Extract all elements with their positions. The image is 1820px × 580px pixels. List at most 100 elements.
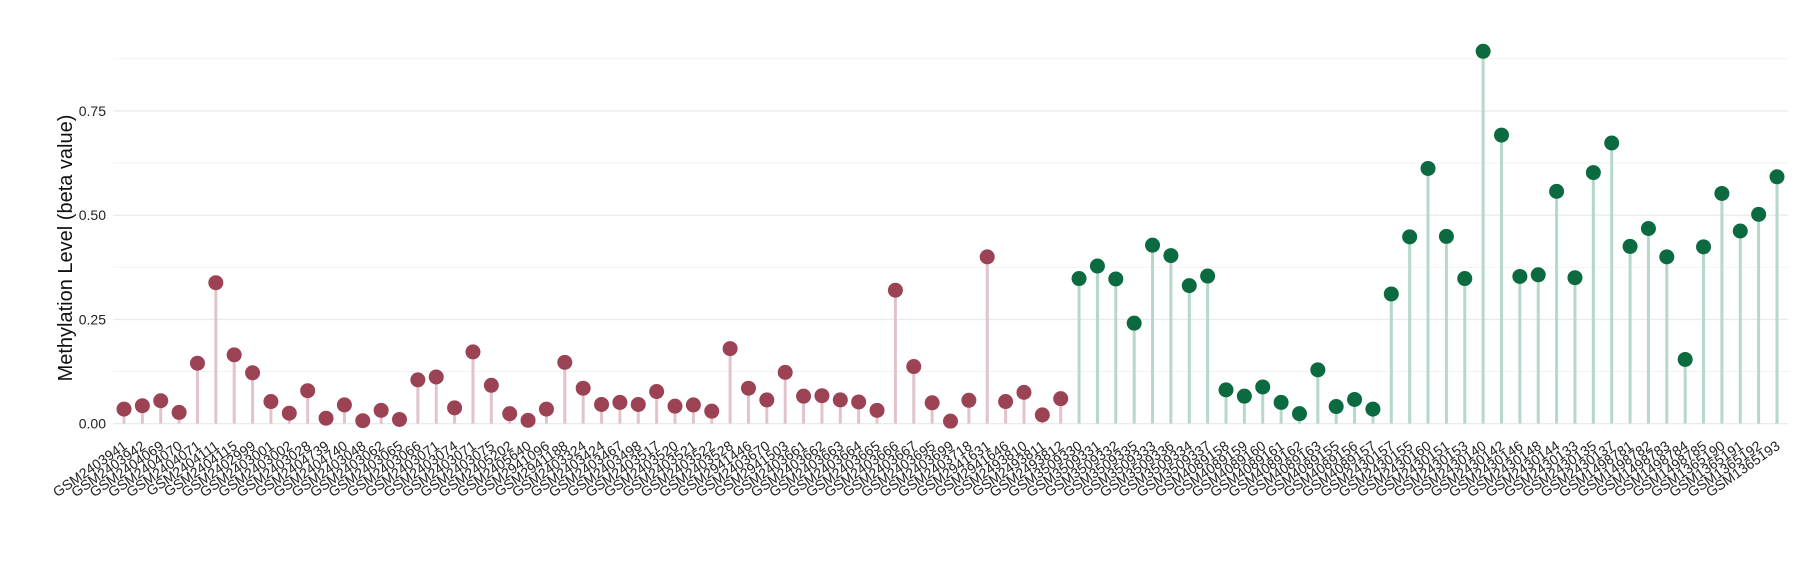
data-point — [630, 396, 646, 412]
data-point — [869, 402, 885, 418]
data-point — [1420, 160, 1436, 176]
data-point — [906, 359, 922, 375]
data-point — [961, 392, 977, 408]
data-point — [1053, 391, 1069, 407]
data-point — [649, 384, 665, 400]
data-point — [502, 406, 518, 422]
data-point — [979, 249, 995, 265]
data-point — [1512, 268, 1528, 284]
data-point — [832, 392, 848, 408]
data-point — [245, 365, 261, 381]
data-point — [685, 397, 701, 413]
y-tick-label: 0.50 — [79, 207, 106, 223]
data-point — [740, 380, 756, 396]
data-point — [667, 398, 683, 414]
data-point — [410, 372, 426, 388]
data-point — [1530, 267, 1546, 283]
data-point — [924, 395, 940, 411]
data-point — [428, 369, 444, 385]
data-point — [373, 402, 389, 418]
data-point — [998, 394, 1014, 410]
data-point — [1659, 249, 1675, 265]
data-point — [575, 380, 591, 396]
data-point — [263, 394, 279, 410]
data-point — [538, 401, 554, 417]
data-point — [208, 275, 224, 291]
data-point — [1291, 406, 1307, 422]
data-point — [1273, 394, 1289, 410]
data-point — [594, 396, 610, 412]
data-point — [557, 354, 573, 370]
data-point — [1218, 382, 1234, 398]
data-point — [722, 341, 738, 357]
data-point — [1126, 315, 1142, 331]
data-point — [318, 410, 334, 426]
data-point — [300, 383, 316, 399]
data-point — [1622, 238, 1638, 254]
y-axis-title: Methylation Level (beta value) — [55, 115, 77, 382]
data-point — [1494, 127, 1509, 143]
data-point — [1696, 239, 1712, 255]
data-point — [1071, 271, 1087, 287]
data-point — [1677, 351, 1693, 367]
data-point — [392, 411, 407, 427]
data-point — [1457, 271, 1473, 287]
data-point — [226, 347, 242, 363]
data-point — [447, 400, 463, 416]
data-point — [189, 355, 205, 371]
data-point — [1549, 183, 1565, 199]
data-point — [134, 398, 150, 414]
data-point — [1475, 43, 1491, 59]
data-point — [1751, 206, 1767, 222]
data-point — [814, 388, 830, 404]
data-point — [336, 397, 352, 413]
data-point — [1181, 278, 1197, 294]
y-tick-label: 0.00 — [79, 416, 106, 432]
data-point — [1769, 169, 1785, 185]
data-point — [483, 377, 499, 393]
data-point — [465, 344, 481, 360]
data-point — [1145, 237, 1161, 253]
data-point — [796, 388, 812, 404]
data-point — [1438, 228, 1454, 244]
data-point — [1200, 268, 1216, 284]
data-point — [704, 403, 720, 419]
data-point — [777, 364, 793, 380]
data-point — [116, 401, 132, 417]
data-point — [1567, 270, 1583, 286]
data-point — [355, 413, 371, 429]
y-tick-label: 0.25 — [79, 311, 106, 327]
data-point — [1585, 165, 1601, 181]
data-point — [851, 394, 867, 410]
data-point — [1089, 258, 1105, 274]
data-point — [1328, 399, 1344, 415]
data-point — [1016, 384, 1032, 400]
data-point — [1034, 407, 1050, 423]
data-point — [943, 413, 958, 429]
data-point — [1714, 185, 1730, 201]
data-point — [887, 282, 903, 298]
data-point — [612, 394, 628, 410]
x-axis-ticks: GSM2403941GSM2403942GSM2404069GSM2404070… — [50, 437, 1783, 500]
data-point — [171, 404, 187, 420]
data-point — [1383, 286, 1399, 302]
points — [116, 43, 1785, 429]
data-point — [1640, 220, 1656, 236]
data-point — [281, 405, 297, 421]
data-point — [759, 392, 775, 408]
data-point — [1402, 229, 1418, 245]
stems — [122, 51, 1779, 424]
data-point — [1310, 362, 1326, 378]
y-tick-label: 0.75 — [79, 103, 106, 119]
data-point — [1604, 135, 1620, 151]
data-point — [1108, 271, 1124, 287]
data-point — [1255, 379, 1271, 395]
data-point — [1365, 401, 1381, 417]
y-axis-ticks: 0.00 0.25 0.50 0.75 — [79, 103, 106, 432]
data-point — [1347, 391, 1363, 407]
data-point — [520, 412, 536, 428]
data-point — [1163, 248, 1179, 264]
data-point — [1732, 223, 1748, 239]
data-point — [153, 393, 169, 409]
